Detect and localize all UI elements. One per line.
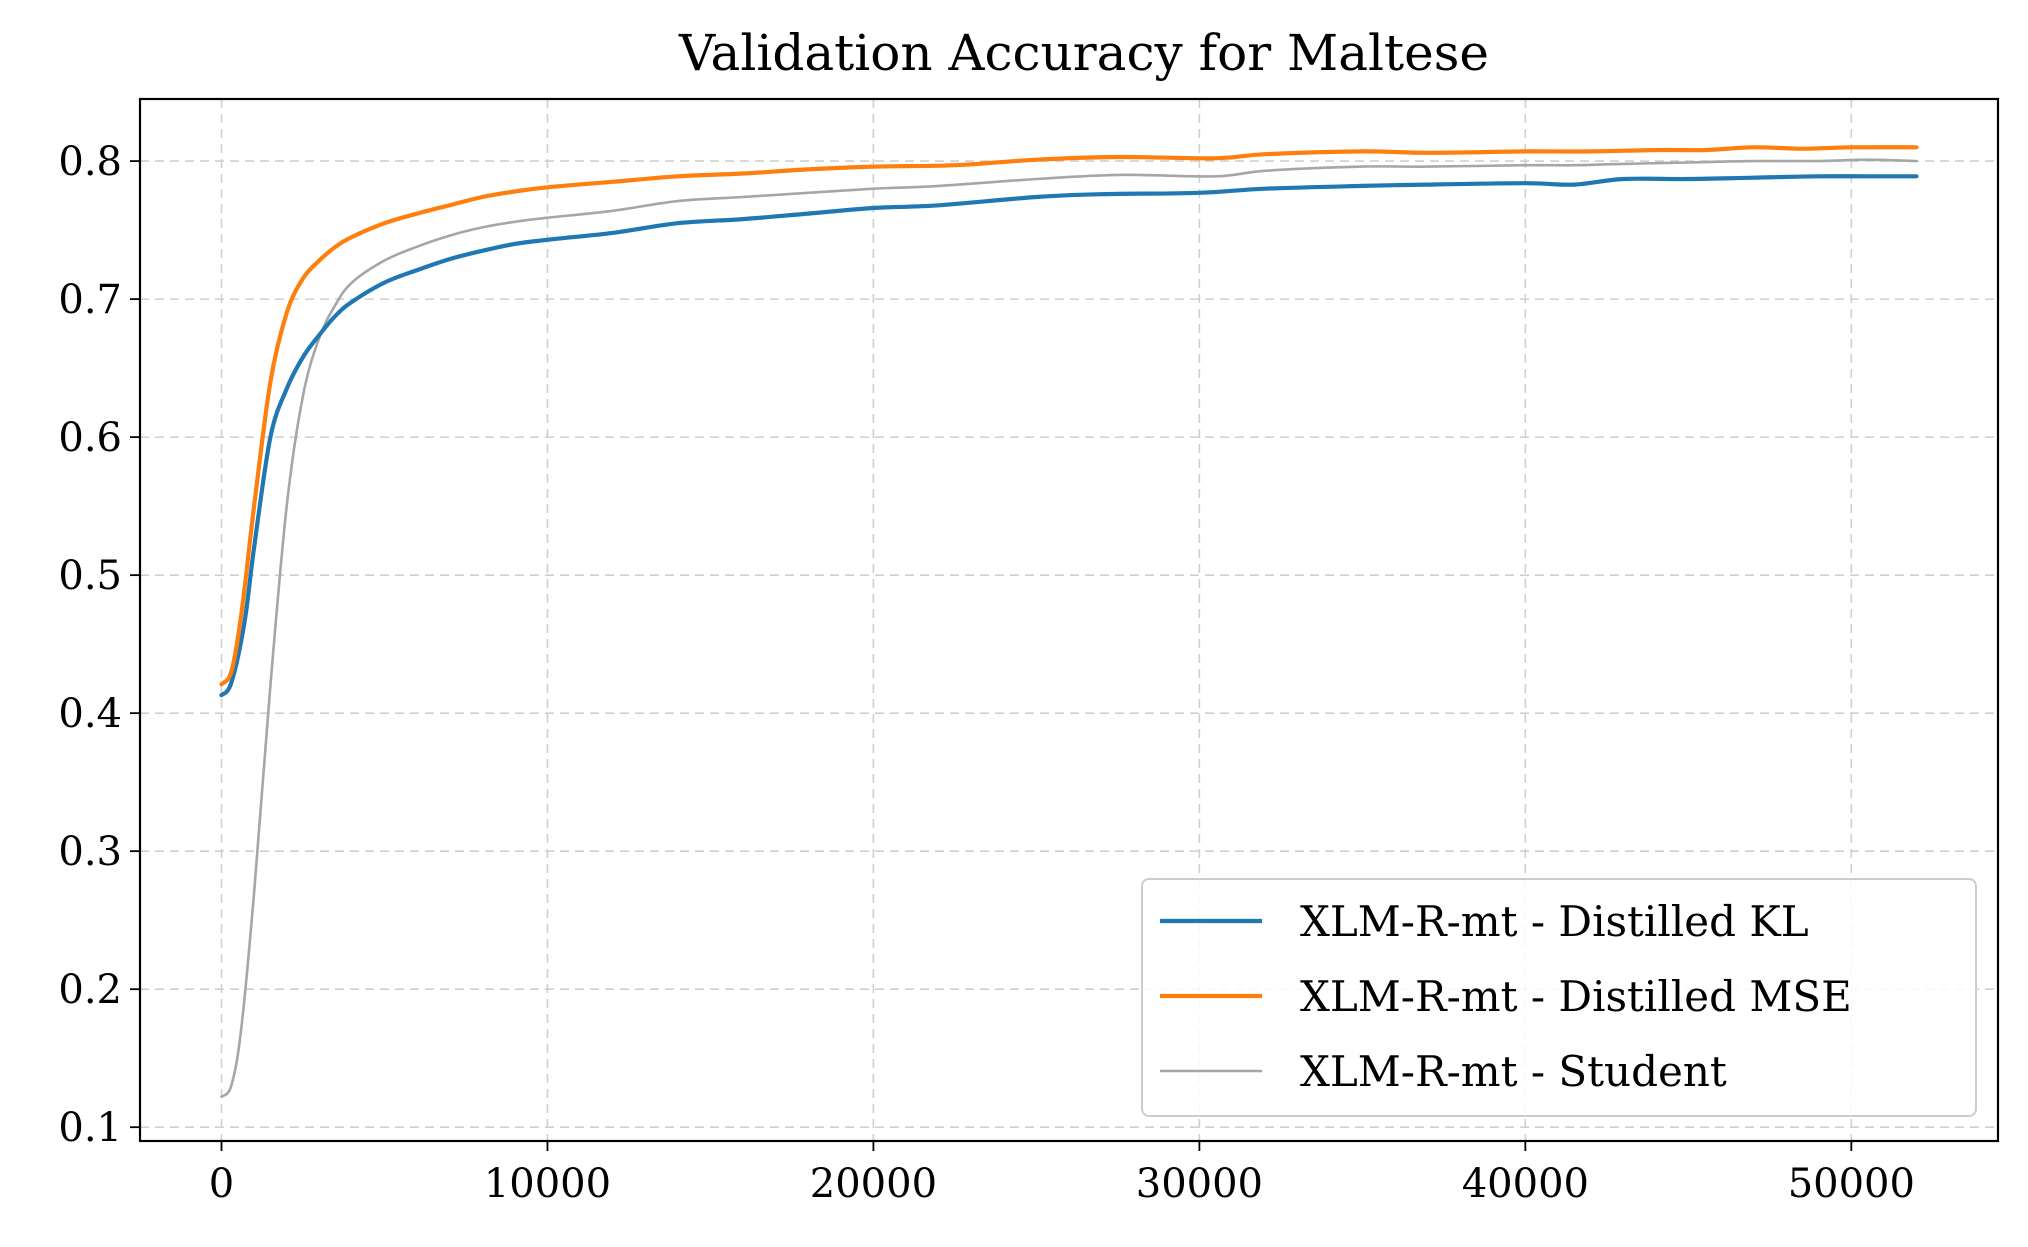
y-tick-label: 0.8 <box>58 139 122 185</box>
y-tick-label: 0.3 <box>58 829 122 875</box>
x-tick-label: 50000 <box>1788 1161 1915 1207</box>
chart-title: Validation Accuracy for Maltese <box>678 24 1489 82</box>
x-tick-label: 30000 <box>1136 1161 1263 1207</box>
y-tick-label: 0.1 <box>58 1105 122 1151</box>
y-tick-label: 0.4 <box>58 691 122 737</box>
series-layer <box>219 145 1919 1099</box>
y-axis: 0.1 0.2 0.3 0.4 0.5 0.6 0.7 0.8 <box>58 139 140 1151</box>
legend-box <box>1141 878 1977 1117</box>
y-tick-label: 0.2 <box>58 967 122 1013</box>
series-line-xlm-r-mt-distilled-mse <box>219 145 1919 687</box>
legend-label: XLM-R-mt - Student <box>1300 1047 1727 1096</box>
series-line-xlm-r-mt-distilled-kl <box>219 174 1919 698</box>
x-tick-label: 10000 <box>484 1161 611 1207</box>
legend-label: XLM-R-mt - Distilled MSE <box>1300 972 1852 1021</box>
y-tick-label: 0.5 <box>58 553 122 599</box>
x-tick-label: 20000 <box>810 1161 937 1207</box>
plot-frame <box>138 97 2000 1143</box>
y-tick-label: 0.7 <box>58 277 122 323</box>
x-tick-label: 40000 <box>1462 1161 1589 1207</box>
y-tick-label: 0.6 <box>58 415 122 461</box>
legend: XLM-R-mt - Distilled KL XLM-R-mt - Distil… <box>1141 878 1977 1117</box>
legend-label: XLM-R-mt - Distilled KL <box>1300 897 1809 946</box>
x-axis: 0 10000 20000 30000 40000 50000 <box>209 1141 1915 1207</box>
series-line-xlm-r-mt-student <box>220 158 1918 1099</box>
x-tick-label: 0 <box>209 1161 234 1207</box>
